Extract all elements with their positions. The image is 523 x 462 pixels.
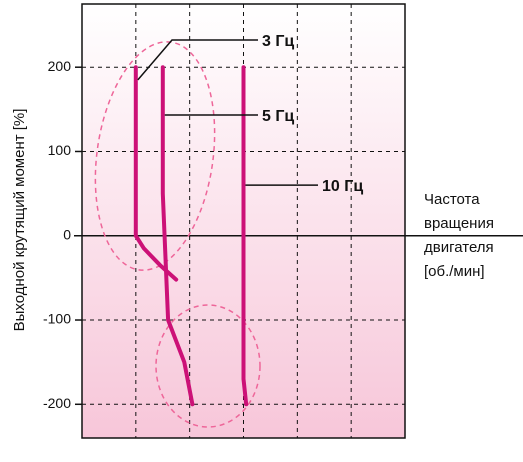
x-axis-label-line-3: двигателя [424, 239, 494, 256]
series-line-2 [160, 65, 195, 407]
series-lines [133, 65, 249, 407]
y-tick-label: 200 [48, 58, 72, 74]
x-axis-label: Частота вращения двигателя [об./мин] [424, 191, 498, 280]
series-label-3: 10 Гц [322, 178, 363, 195]
annotation-leader-1 [137, 39, 258, 81]
y-ticks: 200 100 0 -100 -200 [43, 58, 82, 411]
y-tick-label: 0 [63, 226, 71, 242]
x-axis-label-line-2: вращения [424, 215, 494, 232]
x-axis-label-line-1: Частота [424, 191, 480, 208]
series-line-3 [241, 65, 249, 407]
series-label-2: 5 Гц [262, 108, 294, 125]
y-tick-label: 100 [48, 142, 72, 158]
series-label-1: 3 Гц [262, 33, 294, 50]
y-tick-label: -200 [43, 395, 71, 411]
y-tick-label: -100 [43, 311, 71, 327]
highlight-ellipse-regen [155, 304, 261, 428]
x-axis-label-line-4: [об./мин] [424, 263, 485, 280]
series-annotations: 3 Гц 5 Гц 10 Гц [137, 33, 363, 195]
y-axis-label: Выходной крутящий момент [%] [11, 109, 28, 332]
